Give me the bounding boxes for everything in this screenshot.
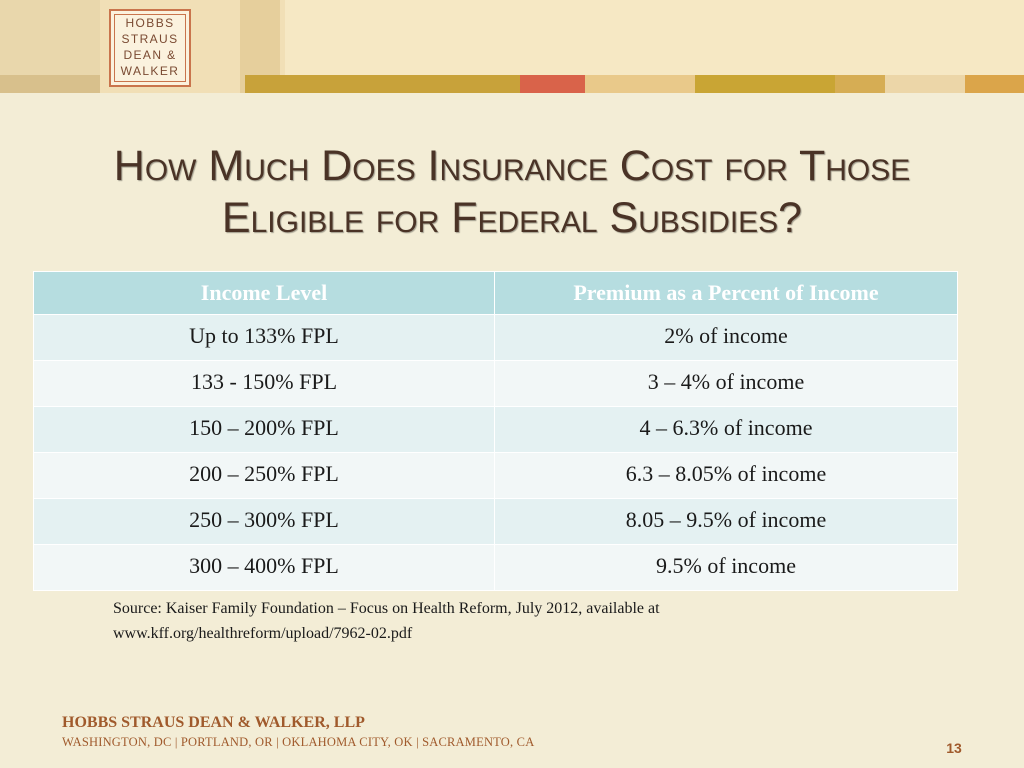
- logo-line: DEAN &: [123, 48, 177, 62]
- source-line1: Source: Kaiser Family Foundation – Focus…: [113, 600, 660, 617]
- logo-line: STRAUS: [121, 32, 179, 46]
- income-level-cell: Up to 133% FPL: [33, 314, 495, 361]
- slide-title-line1: How Much Does Insurance Cost for Those: [113, 142, 911, 190]
- logo-line: HOBBS: [125, 16, 175, 30]
- income-level-cell: 150 – 200% FPL: [33, 406, 495, 453]
- banner-strip: [885, 75, 965, 93]
- logo-inner-border: [114, 14, 186, 82]
- banner-strip: [0, 75, 100, 93]
- table-row: 300 – 400% FPL 9.5% of income: [33, 544, 958, 591]
- table-row: 250 – 300% FPL 8.05 – 9.5% of income: [33, 498, 958, 545]
- table-row: Up to 133% FPL 2% of income: [33, 314, 958, 361]
- premium-cell: 4 – 6.3% of income: [494, 406, 958, 453]
- table-header-row: Income Level Premium as a Percent of Inc…: [33, 271, 958, 315]
- banner-strip: [695, 75, 835, 93]
- banner-strip: [520, 75, 585, 93]
- premium-cell: 9.5% of income: [494, 544, 958, 591]
- premium-cell: 8.05 – 9.5% of income: [494, 498, 958, 545]
- income-level-cell: 250 – 300% FPL: [33, 498, 495, 545]
- page-number: 13: [946, 740, 962, 756]
- source-url: www.kff.org/healthreform/upload/7962-02.…: [113, 625, 413, 642]
- logo-line: WALKER: [120, 64, 180, 78]
- premium-cell: 2% of income: [494, 314, 958, 361]
- firm-logo: HOBBS STRAUS DEAN & WALKER: [109, 9, 191, 87]
- banner-strip: [585, 75, 695, 93]
- premium-cell: 6.3 – 8.05% of income: [494, 452, 958, 499]
- table-row: 200 – 250% FPL 6.3 – 8.05% of income: [33, 452, 958, 499]
- income-level-cell: 200 – 250% FPL: [33, 452, 495, 499]
- table-row: 150 – 200% FPL 4 – 6.3% of income: [33, 406, 958, 453]
- header-banner: HOBBS STRAUS DEAN & WALKER: [0, 0, 1024, 93]
- slide-title: How Much Does Insurance Cost for Those E…: [40, 140, 984, 244]
- footer-locations: WASHINGTON, DC | PORTLAND, OR | OKLAHOMA…: [62, 735, 535, 749]
- header-premium-percent: Premium as a Percent of Income: [494, 271, 958, 315]
- header-income-level: Income Level: [33, 271, 495, 315]
- premium-cell: 3 – 4% of income: [494, 360, 958, 407]
- subsidy-table: Income Level Premium as a Percent of Inc…: [33, 271, 958, 591]
- source-citation: Source: Kaiser Family Foundation – Focus…: [113, 596, 933, 646]
- income-level-cell: 133 - 150% FPL: [33, 360, 495, 407]
- footer-firm-name: HOBBS STRAUS DEAN & WALKER, LLP: [62, 714, 365, 731]
- banner-strip: [965, 75, 1024, 93]
- income-level-cell: 300 – 400% FPL: [33, 544, 495, 591]
- banner-strip: [245, 75, 520, 93]
- banner-strip: [835, 75, 885, 93]
- table-row: 133 - 150% FPL 3 – 4% of income: [33, 360, 958, 407]
- slide-title-line2: Eligible for Federal Subsidies?: [221, 194, 803, 242]
